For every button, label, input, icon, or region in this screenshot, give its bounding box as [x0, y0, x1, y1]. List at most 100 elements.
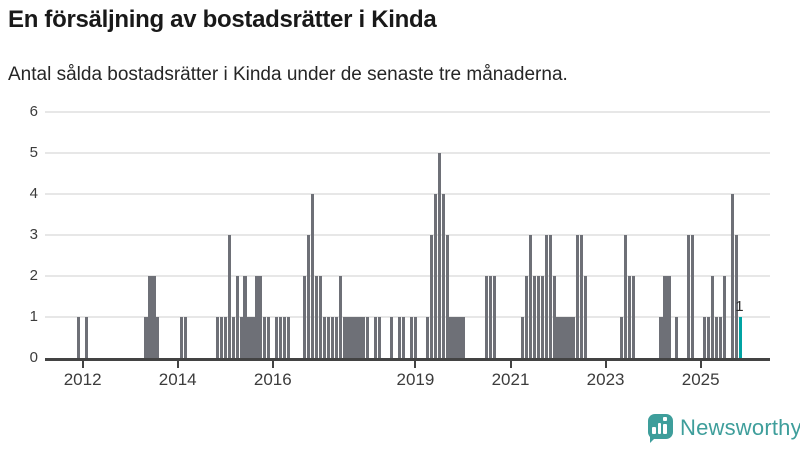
y-tick-label: 5 — [29, 144, 38, 161]
bar-2017-03 — [326, 317, 330, 358]
bar-2017-10 — [354, 317, 358, 358]
x-axis-tick — [699, 361, 702, 368]
bar-2017-06 — [338, 276, 342, 358]
bar-2025-05 — [714, 317, 719, 358]
bar-2018-10 — [401, 317, 406, 358]
bar-2024-05 — [667, 276, 671, 358]
bar-2022-02 — [560, 317, 564, 358]
bar-2017-08 — [346, 317, 350, 358]
bar-2013-06 — [148, 276, 152, 358]
x-tick-label: 2014 — [158, 370, 197, 389]
bar-2018-04 — [378, 317, 382, 358]
bar-2022-07 — [580, 235, 584, 358]
bar-2022-03 — [564, 317, 568, 358]
x-axis-tick — [81, 361, 84, 368]
bar-2016-02 — [275, 317, 279, 358]
gridline — [45, 275, 770, 277]
bar-2024-07 — [675, 317, 679, 358]
bar-2021-07 — [532, 276, 536, 358]
newsworthy-logo-text: Newsworthy — [680, 415, 800, 440]
bar-2015-10 — [259, 276, 263, 358]
gridline — [45, 193, 770, 195]
bar-2016-11 — [310, 194, 314, 358]
bar-2025-03 — [707, 317, 711, 358]
bar-2018-07 — [390, 317, 394, 358]
y-tick-label: 3 — [29, 226, 38, 243]
bar-2025-10 — [734, 235, 738, 358]
x-axis-line — [45, 358, 770, 361]
x-tick-label: 2021 — [491, 370, 530, 389]
bar-2015-07 — [247, 317, 251, 358]
bar-2018-03 — [374, 317, 378, 358]
bar-2025-02 — [703, 317, 707, 358]
bar-2022-05 — [572, 317, 576, 358]
x-axis-tick — [176, 361, 179, 368]
bar-2017-02 — [322, 317, 326, 358]
bar-2023-06 — [623, 235, 627, 358]
bar-2017-11 — [358, 317, 362, 358]
bar-2018-09 — [397, 317, 402, 358]
bar-2015-12 — [267, 317, 271, 358]
gridline — [45, 234, 770, 236]
bar-2017-04 — [330, 317, 334, 358]
bar-2022-01 — [556, 317, 560, 358]
bar-2019-07 — [437, 153, 441, 358]
bar-2020-07 — [485, 276, 489, 358]
bar-2015-01 — [223, 317, 227, 358]
x-axis-tick — [414, 361, 417, 368]
bar-2021-10 — [544, 235, 548, 358]
bar-2015-04 — [235, 276, 239, 358]
y-tick-label: 1 — [29, 308, 38, 325]
newsworthy-logo[interactable]: Newsworthy — [648, 413, 800, 445]
bar-2020-09 — [493, 276, 497, 358]
bar-2025-06 — [718, 317, 723, 358]
bar-2022-06 — [576, 235, 580, 358]
bar-2021-05 — [524, 276, 528, 358]
bar-2020-08 — [489, 276, 493, 358]
bar-chart-speech-bubble-icon — [648, 414, 673, 443]
bar-2015-05 — [239, 317, 243, 358]
bar-2013-07 — [152, 276, 156, 358]
bar-2017-01 — [318, 276, 322, 358]
bar-2019-12 — [457, 317, 461, 358]
chart-subtitle: Antal sålda bostadsrätter i Kinda under … — [8, 64, 568, 85]
bar-2021-12 — [552, 276, 556, 358]
bar-2015-09 — [255, 276, 259, 358]
bar-2017-12 — [362, 317, 366, 358]
bar-2013-05 — [144, 317, 148, 358]
bar-2011-12 — [77, 317, 81, 358]
bar-2025-07 — [722, 276, 726, 358]
bar-2019-06 — [433, 194, 437, 358]
bar-2019-04 — [425, 317, 429, 358]
bar-2016-03 — [279, 317, 283, 358]
y-tick-label: 6 — [29, 103, 38, 120]
bar-2019-05 — [429, 235, 433, 358]
bar-2023-08 — [631, 276, 635, 358]
bar-2025-04 — [710, 276, 715, 358]
bar-2015-06 — [243, 276, 247, 358]
bar-2016-04 — [283, 317, 287, 358]
bar-2017-07 — [342, 317, 346, 358]
x-tick-label: 2025 — [681, 370, 720, 389]
bar-2012-02 — [85, 317, 89, 358]
bar-2022-08 — [584, 276, 588, 358]
bar-2016-05 — [287, 317, 291, 358]
bar-2015-11 — [263, 317, 267, 358]
bar-2014-11 — [215, 317, 219, 358]
bar-2019-08 — [441, 194, 445, 358]
bar-2019-10 — [449, 317, 453, 358]
x-axis-tick — [271, 361, 274, 368]
bar-2024-11 — [691, 235, 695, 358]
x-tick-label: 2012 — [63, 370, 102, 389]
bar-2023-05 — [619, 317, 623, 358]
bar-2021-06 — [528, 235, 532, 358]
y-tick-label: 4 — [29, 185, 38, 202]
gridline — [45, 316, 770, 318]
chart-title: En försäljning av bostadsrätter i Kinda — [8, 6, 437, 33]
bar-2025-11 — [738, 317, 742, 358]
bar-2019-09 — [445, 235, 449, 358]
bar-2019-11 — [453, 317, 457, 358]
bar-2016-10 — [306, 235, 311, 358]
